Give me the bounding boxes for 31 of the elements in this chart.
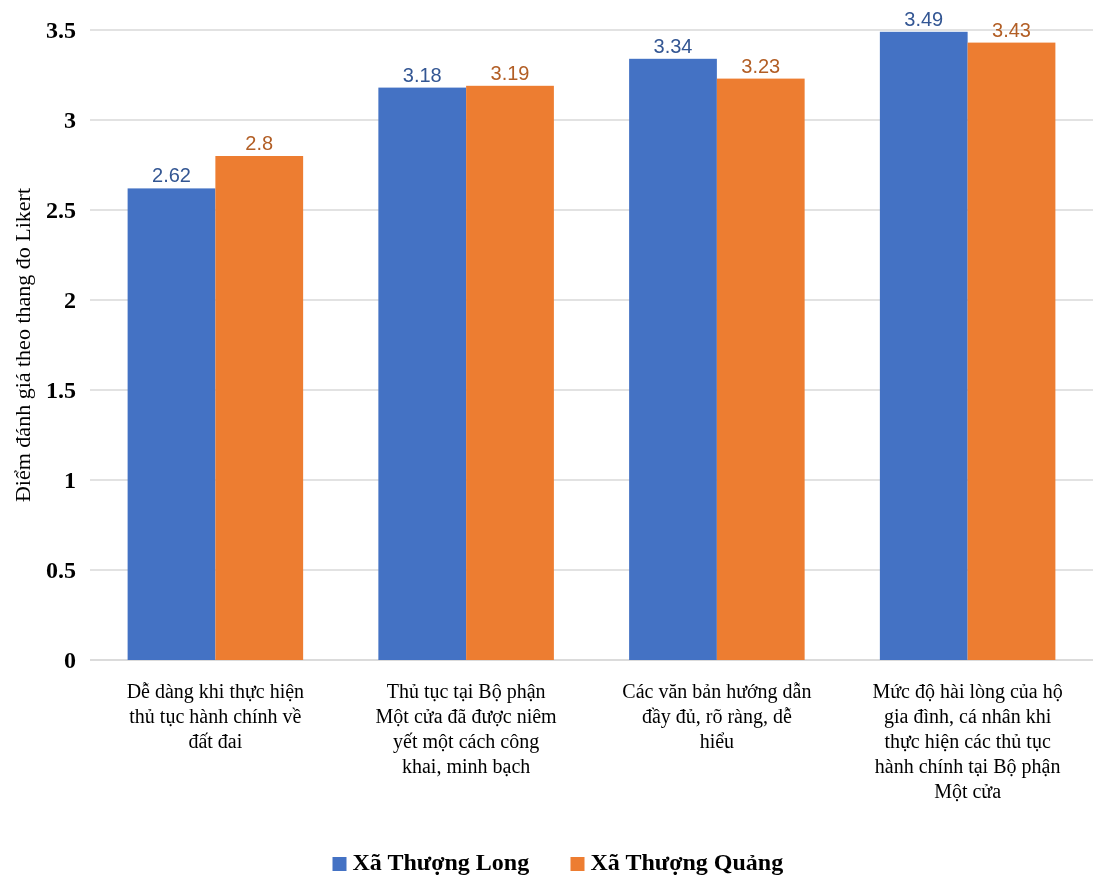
x-tick-label: Mức độ hài lòng của hộ gia đình, cá nhân khi thực hiện các thủ tục hành chính tại Bộ phận Một cửa [872, 680, 1063, 802]
data-label: 3.34 [653, 34, 693, 57]
y-tick-label: 1 [64, 467, 76, 494]
x-tick-label: Dễ dàng khi thực hiện thủ tục hành chính về đất đai [126, 680, 305, 752]
y-tick-label: 3.5 [46, 17, 76, 44]
data-label: 3.18 [402, 63, 442, 86]
bar [127, 188, 216, 660]
bar [967, 42, 1056, 660]
data-label: 3.49 [904, 7, 944, 30]
x-tick-label: Các văn bản hướng dẫn đầy đủ, rõ ràng, dễ hiểu [622, 680, 812, 752]
bar [466, 85, 554, 660]
y-tick-label: 1.5 [46, 377, 76, 404]
bar [378, 87, 467, 660]
y-tick-label: 0 [64, 647, 76, 674]
bar [629, 58, 717, 660]
bar [879, 31, 968, 660]
data-label: 3.43 [992, 18, 1031, 41]
y-tick-label: 0.5 [46, 557, 76, 584]
y-tick-label: 3 [64, 107, 76, 134]
legend-label: Xã Thượng Long [352, 849, 530, 875]
y-axis-title: Điểm đánh giá theo thang đo Likert [10, 187, 35, 503]
bar [716, 78, 805, 660]
bar [215, 156, 304, 660]
y-tick-label: 2 [64, 287, 76, 314]
x-tick-label: Thủ tục tại Bộ phận Một cửa đã được niêm yết một cách công khai, minh bạch [375, 680, 558, 777]
legend-label: Xã Thượng Quảng [590, 849, 784, 875]
data-label: 3.19 [490, 61, 530, 84]
y-tick-label: 2.5 [46, 197, 76, 224]
data-label: 2.8 [245, 132, 274, 154]
data-label: 3.23 [741, 54, 781, 77]
data-label: 2.62 [152, 164, 191, 187]
